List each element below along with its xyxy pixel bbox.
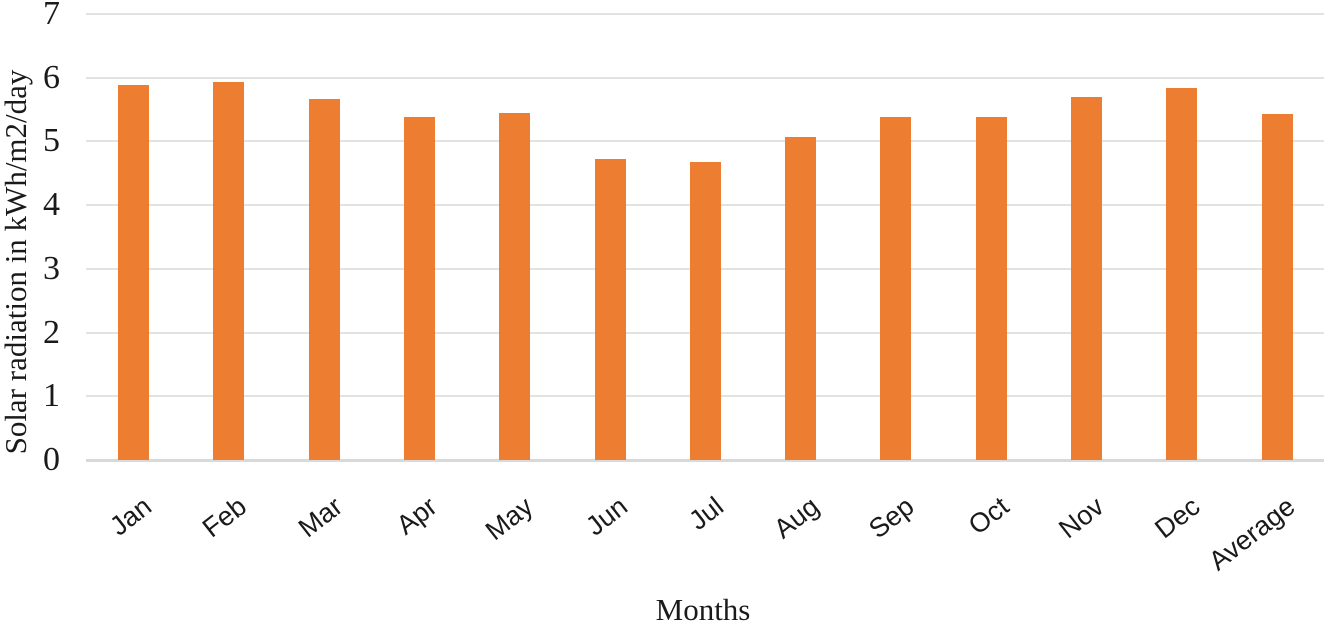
x-tick-label: Jan [104,491,157,542]
bar-sep [880,116,912,460]
x-tick-label: Oct [963,491,1015,541]
bar-mar [308,99,340,460]
bar-apr [403,117,435,460]
x-axis-line [86,459,1324,462]
x-tick-label: Apr [391,491,443,541]
y-tick-label: 2 [43,313,60,351]
y-tick-label: 4 [43,186,60,224]
bar-nov [1071,96,1102,460]
y-tick-label: 7 [43,0,60,32]
x-tick-label: Feb [197,491,253,544]
x-tick-label: Sep [863,491,920,545]
x-tick-label: Jun [580,491,634,542]
bar-feb [213,81,245,460]
gridline [86,13,1324,15]
y-tick-label: 0 [43,441,60,478]
x-tick-label: May [479,491,539,547]
bar-jan [118,84,149,460]
x-tick-label: Nov [1053,491,1110,545]
bar-may [499,113,531,460]
x-tick-label: Aug [767,491,825,545]
bar-average [1261,114,1293,460]
x-axis-title: Months [655,592,751,627]
bar-jun [594,158,626,460]
x-tick-label: Jul [683,491,729,536]
bar-jul [689,162,721,460]
bar-oct [975,116,1007,460]
gridline [86,140,1324,143]
x-tick-label: Dec [1148,491,1206,545]
y-tick-label: 5 [43,122,60,160]
x-tick-label: Mar [292,491,348,544]
y-tick-label: 6 [43,58,60,96]
x-tick-label: Average [1203,491,1301,577]
y-tick-label: 1 [43,377,60,415]
bar-dec [1166,87,1198,460]
gridline [86,76,1324,79]
bar-aug [785,136,817,460]
y-tick-label: 3 [43,249,60,287]
